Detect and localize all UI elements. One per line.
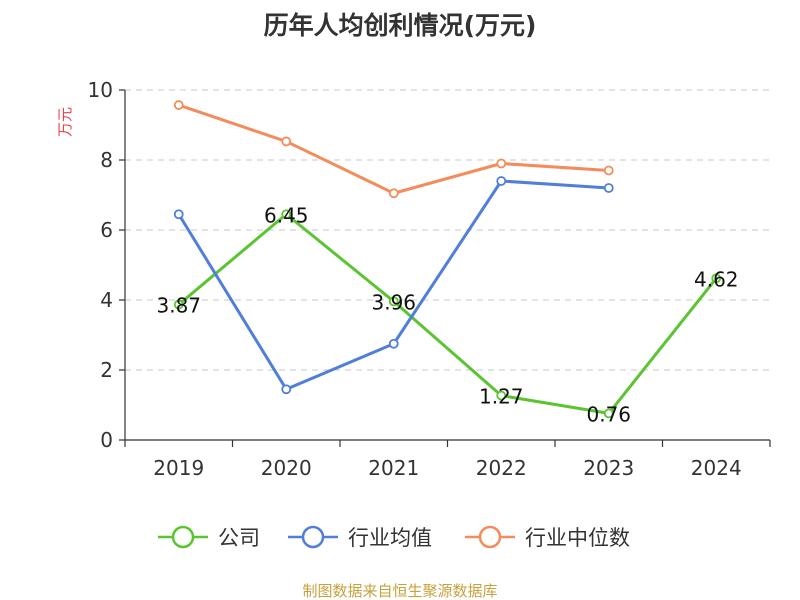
x-ticks: 2019 2020 2021 2022 2023 2024 xyxy=(124,440,771,480)
chart-title: 历年人均创利情况(万元) xyxy=(264,11,537,40)
series-point-1 xyxy=(173,209,184,220)
series-line-1 xyxy=(177,179,611,391)
series-point-1 xyxy=(281,384,292,395)
series-point-2 xyxy=(173,100,184,110)
data-labels: 3.87 6.45 3.96 1.27 0.76 4.62 xyxy=(156,203,738,426)
series-point-0 xyxy=(388,296,399,307)
data-label: 3.87 xyxy=(156,294,201,318)
source-note: 制图数据来自恒生聚源数据库 xyxy=(302,582,497,600)
y-tick-label: 0 xyxy=(100,428,113,452)
series-line-0 xyxy=(177,212,718,415)
legend-marker xyxy=(478,525,502,549)
series-point-1 xyxy=(388,338,399,349)
y-tick-label: 8 xyxy=(100,148,113,172)
y-axis-label: 万元 xyxy=(56,107,74,137)
data-label: 6.45 xyxy=(264,203,309,227)
data-label: 0.76 xyxy=(586,402,631,426)
x-tick-label: 2019 xyxy=(153,456,204,480)
legend-label: 行业中位数 xyxy=(525,526,630,550)
y-ticks: 0 2 4 6 8 10 xyxy=(88,78,125,452)
legend-label: 行业均值 xyxy=(348,526,432,550)
x-tick-label: 2021 xyxy=(368,456,419,480)
grid xyxy=(125,89,770,371)
series-point-2 xyxy=(388,188,399,199)
series-line-2 xyxy=(177,103,611,195)
series-point-0 xyxy=(281,209,292,220)
series-point-2 xyxy=(496,158,507,169)
series-point-0 xyxy=(496,390,507,401)
x-tick-label: 2023 xyxy=(583,456,634,480)
series-point-1 xyxy=(603,183,614,193)
series-group xyxy=(173,100,722,419)
data-label: 4.62 xyxy=(694,267,739,291)
x-tick-label: 2024 xyxy=(691,456,742,480)
series-point-2 xyxy=(281,136,292,147)
legend-marker xyxy=(171,525,195,549)
legend-label: 公司 xyxy=(218,526,260,550)
legend: 公司 行业均值 行业中位数 xyxy=(158,525,630,550)
y-tick-label: 4 xyxy=(100,288,113,312)
x-tick-label: 2020 xyxy=(261,456,312,480)
series-point-2 xyxy=(603,165,614,176)
series-point-1 xyxy=(496,176,507,186)
legend-marker xyxy=(301,525,325,549)
series-point-0 xyxy=(603,408,614,419)
y-tick-label: 2 xyxy=(100,358,113,382)
y-tick-label: 6 xyxy=(100,218,113,242)
data-label: 3.96 xyxy=(371,290,416,314)
x-tick-label: 2022 xyxy=(476,456,527,480)
series-point-0 xyxy=(711,273,722,284)
y-tick-label: 10 xyxy=(88,78,113,102)
series-point-0 xyxy=(173,299,184,310)
data-label: 1.27 xyxy=(479,385,524,409)
